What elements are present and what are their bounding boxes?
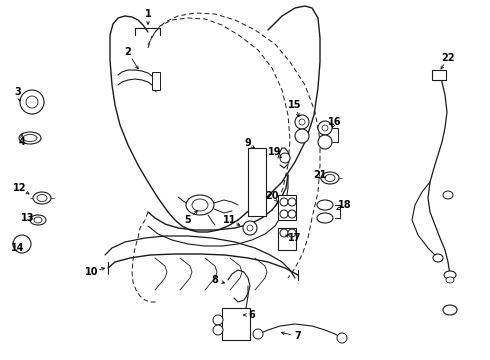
Circle shape xyxy=(299,119,305,125)
Ellipse shape xyxy=(192,199,208,211)
Bar xyxy=(432,70,446,80)
Text: 9: 9 xyxy=(245,138,251,148)
Text: 7: 7 xyxy=(294,331,301,341)
Bar xyxy=(278,228,296,250)
Circle shape xyxy=(20,90,44,114)
Circle shape xyxy=(280,198,288,206)
Text: 8: 8 xyxy=(212,275,219,285)
Bar xyxy=(248,148,266,216)
Circle shape xyxy=(288,229,296,237)
Ellipse shape xyxy=(186,195,214,215)
Circle shape xyxy=(253,329,263,339)
Circle shape xyxy=(26,96,38,108)
Text: 11: 11 xyxy=(223,215,237,225)
Circle shape xyxy=(13,235,31,253)
Text: 13: 13 xyxy=(21,213,35,223)
Text: 16: 16 xyxy=(328,117,342,127)
Bar xyxy=(278,195,296,220)
Circle shape xyxy=(295,129,309,143)
Text: 1: 1 xyxy=(145,9,151,19)
Ellipse shape xyxy=(33,192,51,204)
Circle shape xyxy=(318,121,332,135)
Ellipse shape xyxy=(325,175,335,181)
Circle shape xyxy=(280,153,290,163)
Circle shape xyxy=(318,135,332,149)
Circle shape xyxy=(288,198,296,206)
Ellipse shape xyxy=(443,305,457,315)
Circle shape xyxy=(280,210,288,218)
Text: 6: 6 xyxy=(248,310,255,320)
Ellipse shape xyxy=(317,213,333,223)
Text: 21: 21 xyxy=(313,170,327,180)
Circle shape xyxy=(243,221,257,235)
Text: 19: 19 xyxy=(268,147,282,157)
Text: 17: 17 xyxy=(288,233,302,243)
Text: 22: 22 xyxy=(441,53,455,63)
Circle shape xyxy=(247,225,253,231)
Bar xyxy=(222,308,250,340)
Text: 3: 3 xyxy=(15,87,22,97)
Circle shape xyxy=(322,125,328,131)
Bar xyxy=(152,72,160,90)
Circle shape xyxy=(337,333,347,343)
Text: 18: 18 xyxy=(338,200,352,210)
Text: 20: 20 xyxy=(265,191,279,201)
Ellipse shape xyxy=(433,254,443,262)
Ellipse shape xyxy=(23,135,37,141)
Ellipse shape xyxy=(444,271,456,279)
Text: 10: 10 xyxy=(85,267,99,277)
Text: 12: 12 xyxy=(13,183,27,193)
Circle shape xyxy=(288,210,296,218)
Circle shape xyxy=(213,325,223,335)
Ellipse shape xyxy=(34,217,42,223)
Ellipse shape xyxy=(321,172,339,184)
Text: 2: 2 xyxy=(124,47,131,57)
Circle shape xyxy=(295,115,309,129)
Ellipse shape xyxy=(443,191,453,199)
Circle shape xyxy=(280,229,288,237)
Ellipse shape xyxy=(37,194,47,202)
Ellipse shape xyxy=(30,215,46,225)
Ellipse shape xyxy=(446,277,454,283)
Ellipse shape xyxy=(19,132,41,144)
Circle shape xyxy=(213,315,223,325)
Text: 14: 14 xyxy=(11,243,25,253)
Ellipse shape xyxy=(317,200,333,210)
Text: 4: 4 xyxy=(19,137,25,147)
Text: 5: 5 xyxy=(185,215,192,225)
Text: 15: 15 xyxy=(288,100,302,110)
